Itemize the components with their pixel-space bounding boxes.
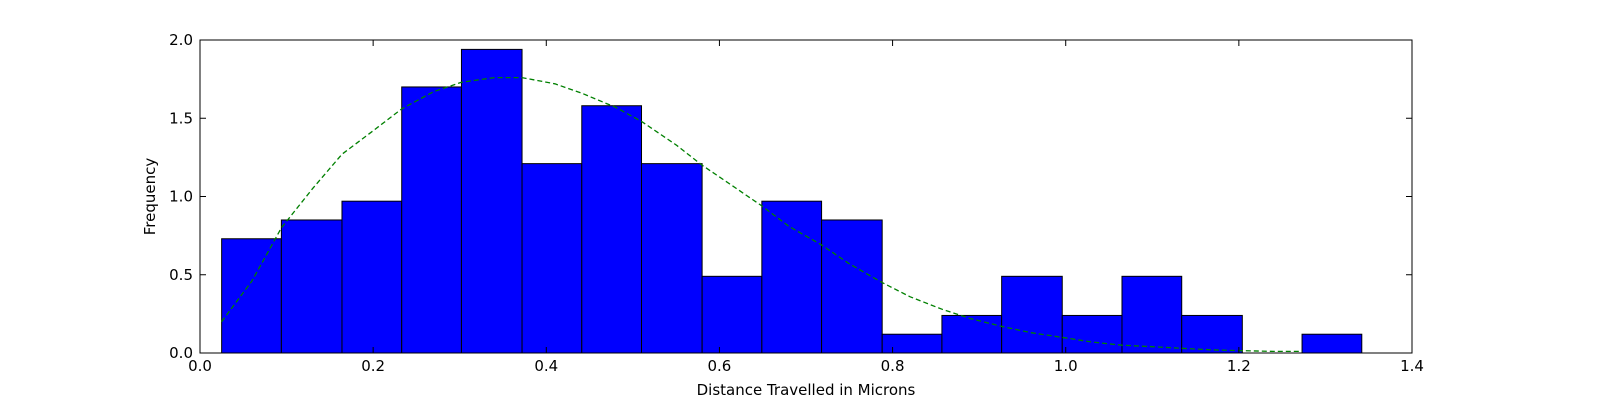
histogram-bar (1001, 275, 1063, 354)
histogram-bar (581, 105, 643, 354)
x-tick-label: 0.6 (707, 357, 731, 375)
ticks-layer: 0.0 0.2 0.4 0.6 0.8 1.0 1.2 1.4 0.0 0.5 1.0 1.5 2.0 (169, 31, 1424, 375)
y-tick-label: 1.5 (169, 109, 193, 127)
histogram-bar (460, 48, 523, 354)
y-tick-label: 0.5 (169, 266, 193, 284)
bars-layer (221, 48, 1363, 354)
plot-frame (199, 39, 1413, 354)
histogram-bar (521, 163, 583, 354)
fit-curve (221, 76, 1303, 353)
x-tick-label: 1.0 (1054, 357, 1078, 375)
y-tick-label: 0.0 (169, 344, 193, 362)
histogram-bar (341, 200, 403, 354)
histogram-bar (1061, 314, 1123, 354)
histogram-bar (641, 163, 703, 354)
histogram-bar (1181, 314, 1243, 354)
y-tick-label: 2.0 (169, 31, 193, 49)
histogram-bar (701, 275, 763, 354)
x-tick-label: 0.0 (188, 357, 212, 375)
x-axis-label: Distance Travelled in Microns (697, 381, 916, 399)
histogram-bar (881, 333, 943, 354)
y-axis-label: Frequency (141, 158, 159, 236)
x-tick-label: 0.2 (361, 357, 385, 375)
histogram-bar (1121, 275, 1183, 354)
x-tick-label: 0.4 (534, 357, 558, 375)
histogram-bar (821, 219, 883, 354)
x-tick-label: 1.4 (1400, 357, 1424, 375)
histogram-bar (1301, 333, 1363, 354)
histogram-bar (941, 314, 1003, 354)
histogram-bar (280, 219, 343, 354)
histogram-bar (401, 86, 462, 354)
x-tick-label: 1.2 (1227, 357, 1251, 375)
histogram-bar (221, 238, 282, 354)
y-tick-label: 1.0 (169, 188, 193, 206)
curve-layer (221, 76, 1303, 353)
x-tick-label: 0.8 (881, 357, 905, 375)
histogram-bar (761, 200, 823, 354)
